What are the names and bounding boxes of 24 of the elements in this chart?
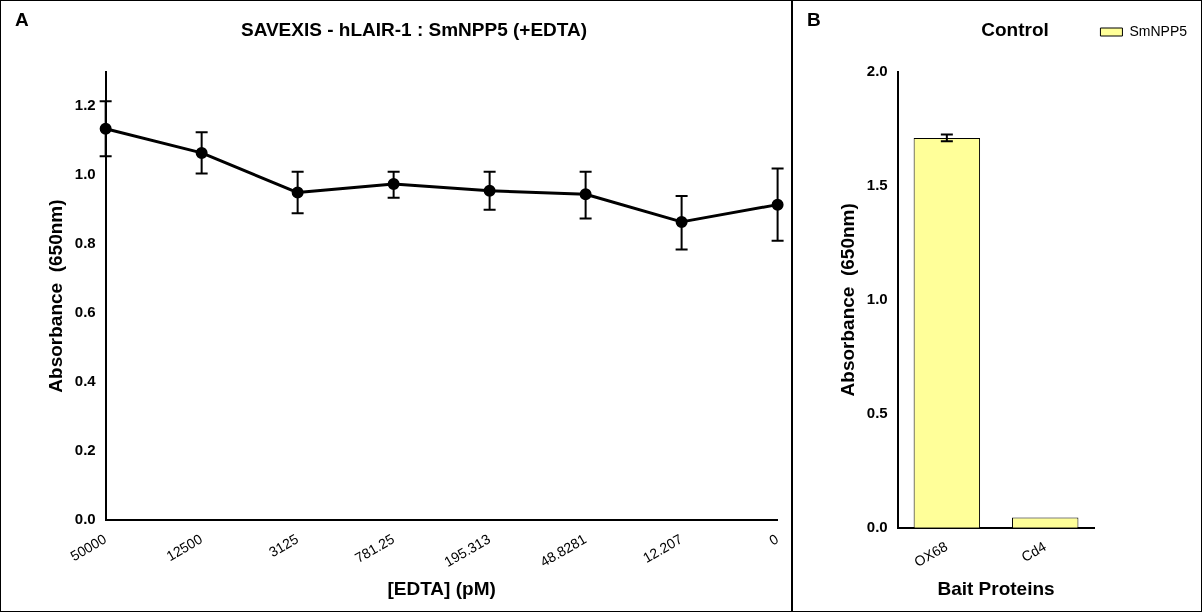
y-tick-label: 0.6 — [74, 303, 96, 321]
y-tick-label: 0.0 — [866, 517, 888, 535]
text: A — [15, 9, 29, 31]
x-tick-label: 0 — [766, 530, 782, 549]
text: B — [807, 9, 821, 31]
y-tick-label: 0.4 — [74, 372, 97, 390]
x-axis-title: [EDTA] (pM) — [387, 577, 496, 599]
chart-title: SAVEXIS - hLAIR-1 : SmNPP5 (+EDTA) — [240, 18, 588, 40]
x-tick-label: Cd4 — [1018, 538, 1049, 565]
legend-label: SmNPP5 — [1129, 22, 1188, 39]
x-tick-label: 3125 — [266, 530, 302, 561]
y-tick-label: 0.5 — [866, 403, 888, 421]
y-tick-label: 1.0 — [866, 289, 888, 307]
y-tick-label: 1.0 — [74, 165, 96, 183]
y-tick-label: 2.0 — [866, 61, 888, 79]
y-axis-title: Absorbance (650nm) — [44, 199, 66, 393]
y-axis-title: Absorbance (650nm) — [836, 203, 858, 397]
y-tick-label: 0.8 — [74, 234, 96, 252]
y-tick-label: 1.5 — [866, 175, 888, 193]
x-axis-title: Bait Proteins — [937, 577, 1055, 599]
y-tick-label: 1.2 — [74, 96, 96, 114]
y-tick-label: 0.0 — [74, 510, 96, 528]
chart-title: Control — [981, 18, 1049, 40]
y-tick-label: 0.2 — [74, 441, 96, 459]
